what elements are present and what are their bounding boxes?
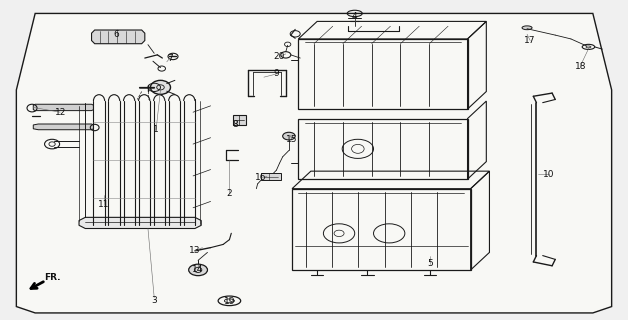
Ellipse shape <box>151 80 171 94</box>
Text: 2: 2 <box>227 189 232 198</box>
Text: 5: 5 <box>427 259 433 268</box>
Text: 19: 19 <box>224 297 235 306</box>
Text: 14: 14 <box>192 265 203 275</box>
Text: 11: 11 <box>99 200 110 209</box>
Polygon shape <box>33 104 94 111</box>
Text: 8: 8 <box>233 120 239 130</box>
Text: 12: 12 <box>55 108 66 117</box>
Polygon shape <box>79 217 201 228</box>
Ellipse shape <box>283 132 295 140</box>
Text: 4: 4 <box>352 12 357 21</box>
Text: 10: 10 <box>543 170 555 179</box>
Polygon shape <box>16 13 612 313</box>
Text: 7: 7 <box>167 53 173 62</box>
Text: 17: 17 <box>524 36 536 45</box>
Text: 18: 18 <box>575 61 586 70</box>
Text: 20: 20 <box>274 52 285 61</box>
Text: 16: 16 <box>255 173 266 182</box>
Text: 3: 3 <box>151 296 157 305</box>
Ellipse shape <box>188 264 207 276</box>
Text: 9: 9 <box>274 69 279 78</box>
Text: FR.: FR. <box>44 273 60 282</box>
Polygon shape <box>33 124 94 130</box>
Bar <box>261 173 281 180</box>
Polygon shape <box>92 30 145 44</box>
Text: 6: 6 <box>114 30 119 39</box>
Bar <box>232 116 246 125</box>
Text: 1: 1 <box>153 125 159 134</box>
Text: 15: 15 <box>286 135 298 144</box>
Text: 13: 13 <box>189 246 201 255</box>
Ellipse shape <box>522 26 532 30</box>
